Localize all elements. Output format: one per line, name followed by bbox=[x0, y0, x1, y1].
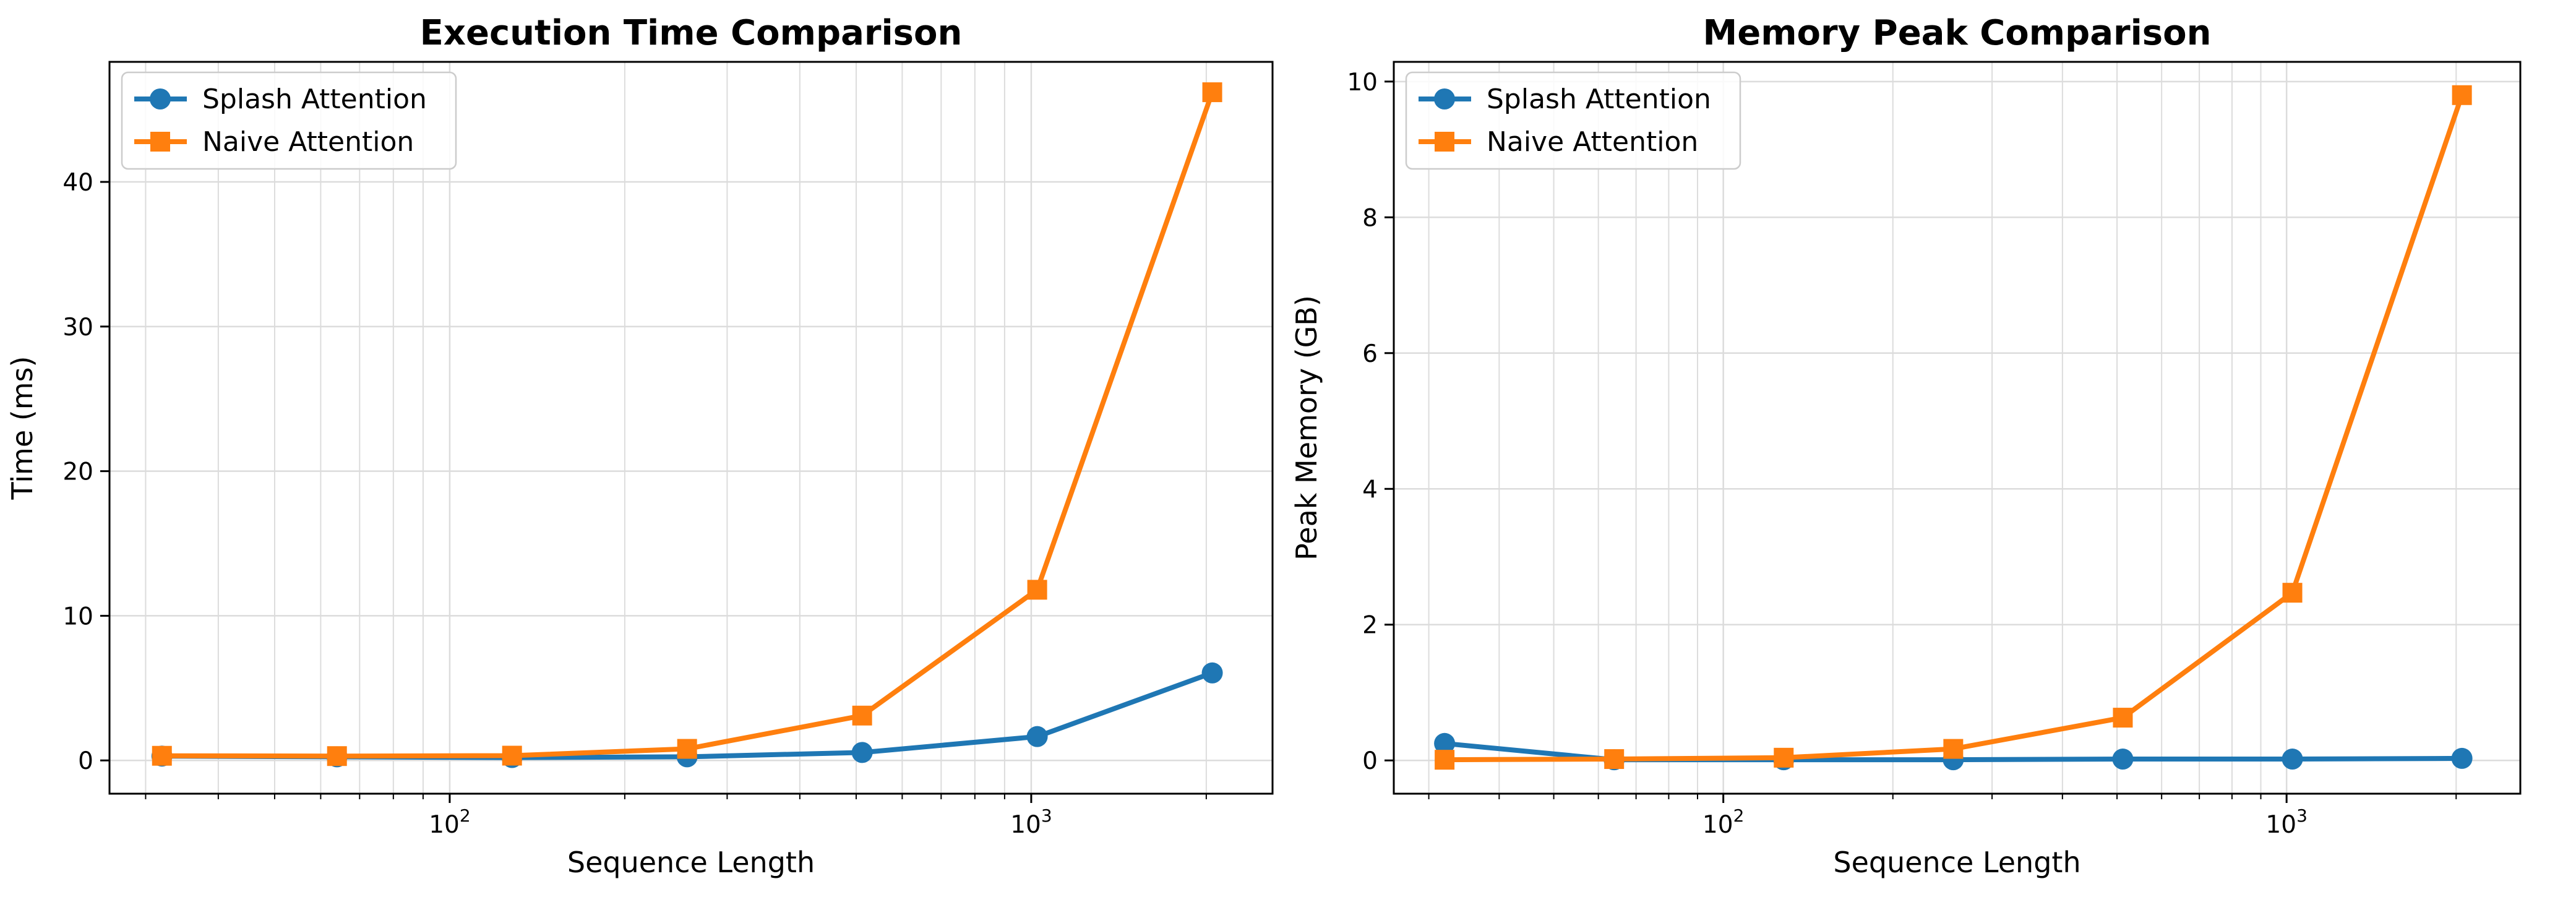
data-point bbox=[327, 746, 347, 766]
legend: Splash Attention Naive Attention bbox=[1405, 71, 1741, 170]
subplot-2: 102 103 0 2 4 6 8 10 Memory Peak Comparison Seque… bbox=[1290, 13, 2522, 879]
y-tick-label: 4 bbox=[1362, 476, 1378, 504]
legend: Splash Attention Naive Attention bbox=[121, 71, 457, 170]
legend-item: Naive Attention bbox=[134, 126, 414, 158]
y-tick-label: 6 bbox=[1362, 340, 1378, 368]
legend-marker bbox=[150, 132, 170, 152]
data-point bbox=[2452, 85, 2472, 105]
legend-box bbox=[1405, 71, 1741, 170]
legend-marker bbox=[1434, 88, 1455, 109]
grid bbox=[1394, 62, 2520, 794]
y-tick-label: 0 bbox=[1362, 747, 1378, 775]
data-point bbox=[1026, 726, 1048, 747]
data-point bbox=[1943, 739, 1964, 759]
y-tick-label: 30 bbox=[62, 314, 93, 341]
legend-item: Splash Attention bbox=[1419, 84, 1711, 115]
subplot-1: 102 103 0 10 20 30 40 Execution Time Comparison… bbox=[6, 13, 1274, 879]
series-naive-attention bbox=[152, 82, 1222, 766]
chart-title: Execution Time Comparison bbox=[420, 13, 963, 53]
legend-box bbox=[121, 71, 457, 170]
data-point bbox=[1027, 580, 1047, 600]
data-point bbox=[1435, 750, 1455, 770]
grid bbox=[109, 62, 1273, 794]
chart-title: Memory Peak Comparison bbox=[1703, 13, 2212, 53]
x-tick-label: 103 bbox=[1010, 805, 1052, 839]
y-tick-label: 0 bbox=[78, 747, 93, 775]
data-point bbox=[2112, 749, 2134, 770]
y-axis-label: Peak Memory (GB) bbox=[1290, 295, 1323, 560]
y-tick-label: 40 bbox=[62, 169, 93, 197]
legend-item: Naive Attention bbox=[1419, 126, 1698, 158]
legend-label: Splash Attention bbox=[1487, 84, 1711, 115]
x-axis-label: Sequence Length bbox=[567, 846, 815, 879]
data-point bbox=[1604, 749, 1625, 770]
x-axis-label: Sequence Length bbox=[1833, 846, 2080, 879]
data-point bbox=[1202, 82, 1222, 103]
legend-item: Splash Attention bbox=[134, 84, 427, 115]
legend-marker bbox=[150, 88, 171, 109]
axes-frame bbox=[108, 61, 1274, 795]
y-axis-label: Time (ms) bbox=[6, 356, 39, 500]
y-tick-label: 2 bbox=[1362, 612, 1378, 640]
x-tick-label: 103 bbox=[2265, 805, 2307, 839]
x-tick-label: 102 bbox=[1702, 805, 1744, 839]
data-point bbox=[1201, 662, 1223, 684]
y-tick-label: 10 bbox=[1347, 69, 1378, 97]
data-point bbox=[852, 705, 872, 726]
data-point bbox=[2451, 747, 2473, 769]
legend-label: Naive Attention bbox=[202, 126, 414, 158]
x-tick-label: 102 bbox=[429, 805, 470, 839]
data-point bbox=[2113, 708, 2133, 728]
data-point bbox=[2282, 749, 2303, 770]
data-point bbox=[1774, 747, 1794, 768]
series-line bbox=[1445, 94, 2465, 763]
data-point bbox=[152, 745, 172, 766]
data-point bbox=[851, 742, 873, 763]
legend-marker bbox=[1435, 132, 1454, 152]
y-tick-label: 8 bbox=[1362, 204, 1378, 232]
axes-frame bbox=[1393, 61, 2522, 795]
legend-label: Splash Attention bbox=[202, 84, 427, 115]
y-tick-label: 10 bbox=[62, 603, 93, 630]
data-point bbox=[1434, 732, 1456, 754]
series-naive-attention bbox=[1435, 85, 2472, 770]
data-point bbox=[2282, 583, 2303, 603]
y-tick-label: 20 bbox=[62, 458, 93, 486]
series-line bbox=[161, 91, 1215, 759]
data-point bbox=[502, 745, 522, 766]
data-point bbox=[677, 739, 697, 759]
legend-label: Naive Attention bbox=[1487, 126, 1698, 158]
